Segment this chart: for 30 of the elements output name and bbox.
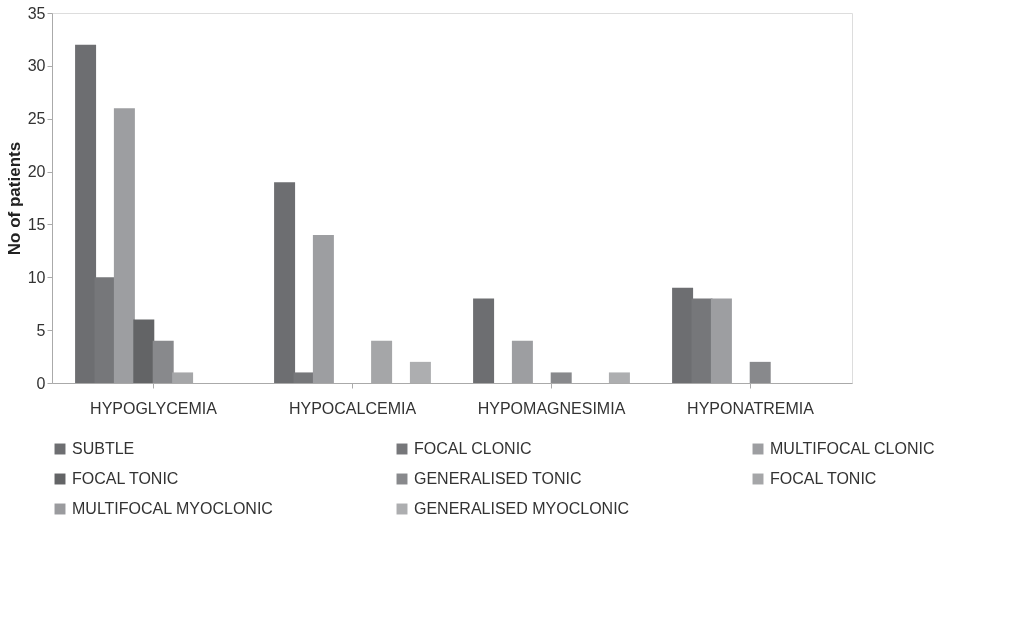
y-axis-title: No of patients	[4, 141, 24, 256]
legend-label: MULTIFOCAL MYOCLONIC	[72, 500, 273, 517]
legend-label: FOCAL TONIC	[770, 470, 877, 487]
bar	[152, 340, 174, 383]
bar	[749, 361, 771, 383]
y-tick-label: 5	[36, 321, 46, 339]
bar	[511, 340, 533, 383]
bar	[473, 298, 495, 383]
legend-label: SUBTLE	[72, 440, 135, 457]
y-tick-label: 20	[27, 163, 46, 181]
y-tick-label: 25	[27, 110, 46, 128]
y-tick-label: 10	[27, 268, 46, 286]
bar	[710, 298, 732, 383]
legend-label: GENERALISED TONIC	[414, 470, 582, 487]
legend-label: FOCAL TONIC	[72, 470, 179, 487]
x-tick-label: HYPOMAGNESIMIA	[477, 399, 626, 417]
y-tick-label: 35	[27, 4, 46, 22]
y-tick-label: 0	[36, 374, 46, 392]
legend-label: GENERALISED MYOCLONIC	[414, 500, 630, 517]
x-tick-label: HYPOGLYCEMIA	[90, 399, 218, 417]
bar	[113, 108, 135, 383]
x-tick-label: HYPONATREMIA	[687, 399, 815, 417]
y-tick-label: 15	[27, 215, 46, 233]
x-tick-label: HYPOCALCEMIA	[288, 399, 417, 417]
bar	[133, 319, 155, 383]
legend-label: FOCAL CLONIC	[414, 440, 532, 457]
y-tick-label: 30	[27, 57, 46, 75]
bar	[312, 235, 334, 383]
legend-label: MULTIFOCAL CLONIC	[770, 440, 935, 457]
bar	[550, 372, 572, 383]
